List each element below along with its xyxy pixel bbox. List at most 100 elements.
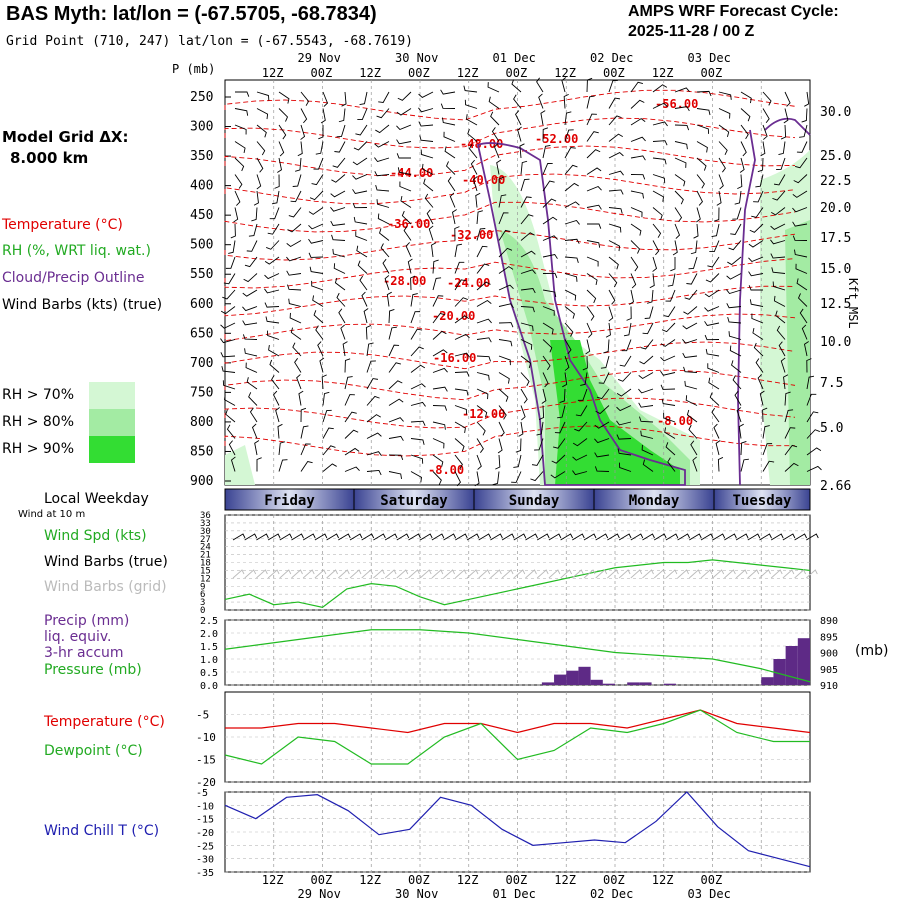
wind-barb [463,85,478,93]
wind-barb-true [653,533,667,541]
wind-barb [718,108,731,119]
bottom-date-label: 02 Dec [590,887,633,900]
wind-barb [794,249,808,258]
wind-tick-label: 12 [200,574,211,584]
wind-barb [629,289,634,305]
cloud-outline [476,142,686,486]
top-date-label: 30 Nov [395,51,438,65]
wind-barb [806,411,819,423]
wind-barb [230,456,236,472]
pressure-tick-label: 400 [190,179,213,194]
wind-barb [762,443,773,456]
wind-barb [388,344,400,357]
wind-tick-label: 36 [200,511,211,521]
wind-barb [626,306,632,321]
wind-barb [542,198,557,208]
wind-barb [600,355,610,369]
wind-barb [396,108,412,116]
wind-barb-true [232,533,246,541]
wind-barb-grid [618,569,631,579]
wind-barb [432,471,442,485]
wind-barb [647,289,654,304]
wind-barb [616,420,632,426]
precip-bar [578,666,591,685]
wind-barb [498,303,514,309]
wind-barb [418,121,434,127]
wind-barb [586,185,602,192]
wind-barb [498,322,514,328]
wind-barb [564,111,572,126]
wind-barb [806,375,815,390]
wind-barb-grid [724,569,736,579]
wind-barb-true [256,533,269,541]
wind-barb [278,141,285,157]
wind-barb [542,254,558,259]
wind-barb [696,90,712,97]
wind-barb [608,289,616,305]
wind-barb-true [384,533,398,541]
precip-bar [541,682,555,685]
wind-barb [286,256,302,262]
wind-barb [344,376,353,390]
top-hour-label: 00Z [506,66,528,80]
wind-barb-grid [677,569,690,579]
wind-barb [353,216,368,225]
wind-barb [344,466,360,472]
wind-barb-true [700,533,714,541]
wind-barb [476,281,491,291]
wind-barb [228,440,236,456]
wind-barb [778,141,786,155]
wind-barb [520,339,533,350]
wind-barb [762,124,768,140]
wind-barb [498,229,511,241]
weekday-label: Monday [629,493,680,509]
temperature-contour [224,230,796,261]
pressure-tick-label: 910 [820,681,838,692]
wind-barb [464,99,478,109]
wind-barb-grid [396,569,409,579]
wind-barb [630,174,646,180]
wind-barb [670,257,676,272]
wind-barb [587,223,602,229]
wind-barb [603,339,610,354]
wind-barb-grid [256,569,268,579]
wind-barb [388,471,402,480]
pressure-tick-label: 500 [190,238,213,253]
wind-barb [380,243,390,258]
wind-barb [806,358,812,373]
wind-barb [797,293,808,307]
wind-barb [278,91,290,104]
wind-barb [564,147,576,159]
wind-barb [443,131,456,142]
pressure-unit-label: (mb) [855,643,889,659]
wind-barb [564,238,580,244]
wind-barb-grid [431,569,444,579]
height-tick-label: 30.0 [820,105,851,120]
wind-barb [709,392,720,406]
wind-barb [338,308,346,324]
wind-barb [762,108,770,124]
wind-barb [454,421,466,434]
pressure-tick-label: 350 [190,149,213,164]
wind-barb [594,421,610,429]
wind-barb [686,273,698,285]
wind-barb [538,405,545,420]
wind-barb [242,306,258,312]
wind-barb [663,306,676,318]
wind-barb [708,377,720,390]
wind-barb [496,159,502,175]
wind-tick-label: 9 [200,582,205,592]
wind-barb [432,295,444,307]
wind-barb [331,174,346,183]
wind-barb [344,394,355,406]
temperature-contour-label: -44.00 [390,166,433,180]
wind-barb [267,330,280,340]
wind-barb [277,423,283,439]
wind-barb [652,174,666,184]
height-tick-label: 15.0 [820,262,851,277]
wind-barb [447,176,456,192]
wind-barb [536,421,544,436]
wind-barb [233,207,239,223]
wind-barb [772,281,786,291]
wind-barb [726,289,742,295]
